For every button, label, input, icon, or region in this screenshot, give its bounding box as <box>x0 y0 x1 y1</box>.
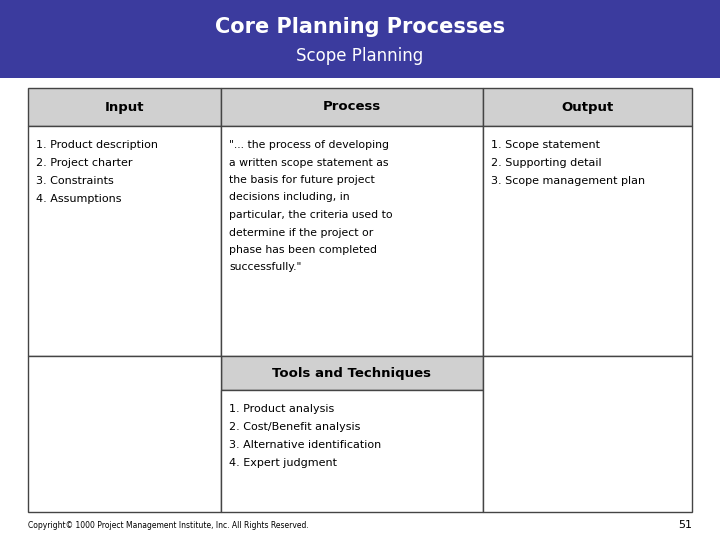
Text: 1. Product analysis: 1. Product analysis <box>229 404 334 414</box>
Bar <box>28 88 221 126</box>
Text: "... the process of developing: "... the process of developing <box>229 140 389 150</box>
Text: 1. Product description: 1. Product description <box>36 140 158 150</box>
Text: decisions including, in: decisions including, in <box>229 192 350 202</box>
Text: 51: 51 <box>678 520 692 530</box>
Text: Input: Input <box>104 100 144 113</box>
Bar <box>221 390 483 512</box>
Text: Copyright© 1000 Project Management Institute, Inc. All Rights Reserved.: Copyright© 1000 Project Management Insti… <box>28 521 309 530</box>
Text: Process: Process <box>323 100 381 113</box>
Text: 3. Constraints: 3. Constraints <box>36 176 114 186</box>
Text: phase has been completed: phase has been completed <box>229 245 377 255</box>
Text: 1. Scope statement: 1. Scope statement <box>491 140 600 150</box>
Text: 2. Project charter: 2. Project charter <box>36 158 132 168</box>
Bar <box>483 356 692 512</box>
Text: Scope Planning: Scope Planning <box>297 47 423 65</box>
Bar <box>483 126 692 356</box>
Text: 4. Expert judgment: 4. Expert judgment <box>229 458 337 468</box>
Bar <box>483 88 692 126</box>
Bar <box>221 88 483 126</box>
Text: 3. Alternative identification: 3. Alternative identification <box>229 440 382 450</box>
Text: particular, the criteria used to: particular, the criteria used to <box>229 210 392 220</box>
Text: a written scope statement as: a written scope statement as <box>229 158 389 167</box>
Text: 4. Assumptions: 4. Assumptions <box>36 194 122 204</box>
Bar <box>28 126 221 356</box>
Bar <box>221 126 483 356</box>
Text: 3. Scope management plan: 3. Scope management plan <box>491 176 645 186</box>
Text: Tools and Techniques: Tools and Techniques <box>272 367 431 380</box>
Bar <box>28 356 221 512</box>
Text: 2. Supporting detail: 2. Supporting detail <box>491 158 602 168</box>
Text: 2. Cost/Benefit analysis: 2. Cost/Benefit analysis <box>229 422 361 432</box>
Bar <box>0 0 720 78</box>
Text: determine if the project or: determine if the project or <box>229 227 373 238</box>
Text: Core Planning Processes: Core Planning Processes <box>215 17 505 37</box>
Text: Output: Output <box>562 100 613 113</box>
Text: the basis for future project: the basis for future project <box>229 175 374 185</box>
Text: successfully.": successfully." <box>229 262 302 273</box>
Bar <box>221 356 483 390</box>
